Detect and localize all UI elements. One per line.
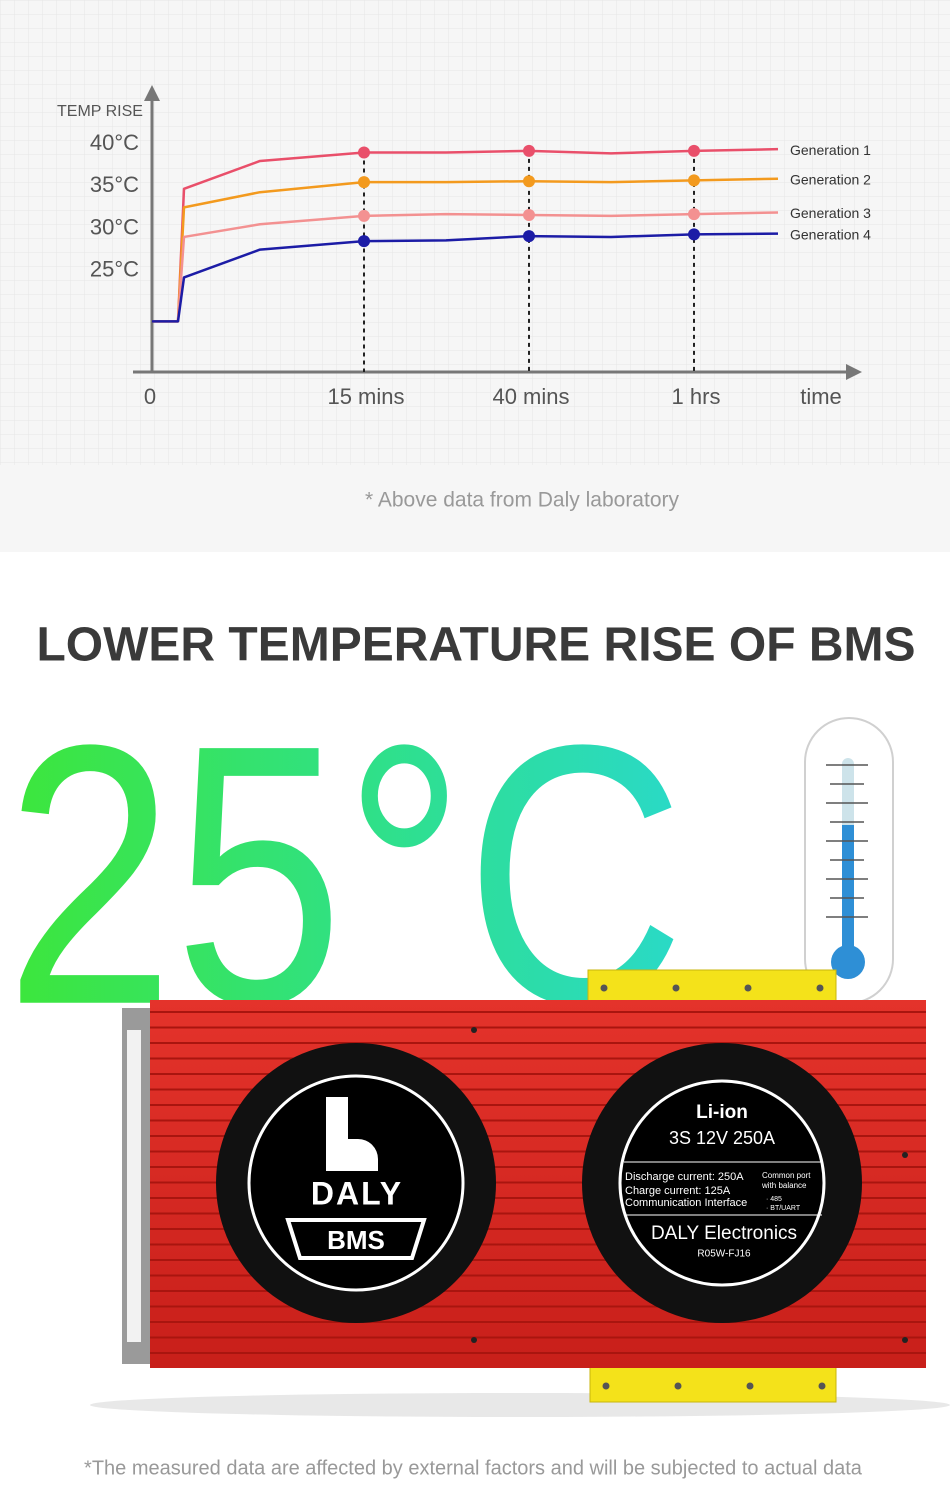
plate-holes <box>600 984 826 1390</box>
label-port: Common port <box>762 1171 811 1180</box>
y-tick-label: 35°C <box>90 172 139 197</box>
label-port: · 485 <box>766 1196 782 1203</box>
data-point <box>523 144 535 157</box>
legend-label: Generation 2 <box>790 171 871 187</box>
y-axis-label: TEMP RISE <box>57 103 143 120</box>
x-tick-label: 1 hrs <box>672 384 721 409</box>
y-tick-label: 25°C <box>90 257 139 282</box>
label-spec: 3S 12V 250A <box>669 1128 775 1148</box>
chart: TEMP RISE time 25°C 30°C 35°C 40°C 0 15 mins 40 … <box>57 85 871 409</box>
bottom-plate <box>589 1361 837 1403</box>
x-tick-label: 40 mins <box>492 384 569 409</box>
series-line <box>152 211 779 323</box>
data-point <box>358 176 370 189</box>
y-tick-label: 40°C <box>90 130 139 155</box>
thermometer-fill <box>842 825 854 960</box>
logo-badge: BMS <box>327 1225 385 1255</box>
data-point <box>358 235 370 248</box>
connector <box>127 1030 141 1342</box>
label-charge: Charge current: 125A <box>625 1185 731 1197</box>
headline: LOWER TEMPERATURE RISE OF BMS <box>36 619 915 672</box>
data-point <box>358 146 370 159</box>
logo-badge-frame <box>285 1218 427 1260</box>
thermometer <box>804 717 894 1004</box>
thermometer-scale <box>826 764 868 918</box>
x-axis-label: time <box>800 384 842 409</box>
legend-label: Generation 3 <box>790 205 871 221</box>
x-tick-label: 0 <box>144 384 156 409</box>
label-discharge: Discharge current: 250A <box>625 1171 744 1183</box>
thermometer-bulb <box>831 945 865 979</box>
footer-note: *The measured data are affected by exter… <box>84 1457 863 1479</box>
top-plate <box>587 969 837 1003</box>
data-point <box>688 228 700 241</box>
legend-label: Generation 1 <box>790 142 871 158</box>
label-port: · BT/UART <box>766 1205 801 1212</box>
screws <box>471 1027 908 1343</box>
data-point <box>688 174 700 187</box>
legend-label: Generation 4 <box>790 226 871 242</box>
daly-logo <box>326 1097 378 1171</box>
label-model: R05W-FJ16 <box>697 1249 751 1260</box>
data-point <box>523 230 535 243</box>
fan-left-hub <box>247 1074 465 1292</box>
data-point <box>688 144 700 157</box>
bms-product: DALY BMS Li-ion 3S 12V 250A Discharge cu… <box>90 969 950 1417</box>
label-comm: Communication Interface <box>625 1197 747 1209</box>
y-tick-label: 30°C <box>90 214 139 239</box>
data-point <box>523 175 535 188</box>
data-point <box>688 208 700 221</box>
x-axis-arrow <box>846 364 862 380</box>
label-port: with balance <box>761 1181 807 1190</box>
data-point <box>523 208 535 221</box>
graph-paper <box>0 0 950 465</box>
label-brand: DALY Electronics <box>651 1223 797 1244</box>
data-point <box>358 209 370 222</box>
label-type: Li-ion <box>696 1102 748 1123</box>
chart-note: * Above data from Daly laboratory <box>365 489 679 512</box>
series-line <box>152 232 779 323</box>
y-axis-arrow <box>144 85 160 101</box>
logo-text: DALY <box>311 1175 403 1211</box>
x-tick-label: 15 mins <box>327 384 404 409</box>
fan-right-hub <box>618 1079 826 1287</box>
